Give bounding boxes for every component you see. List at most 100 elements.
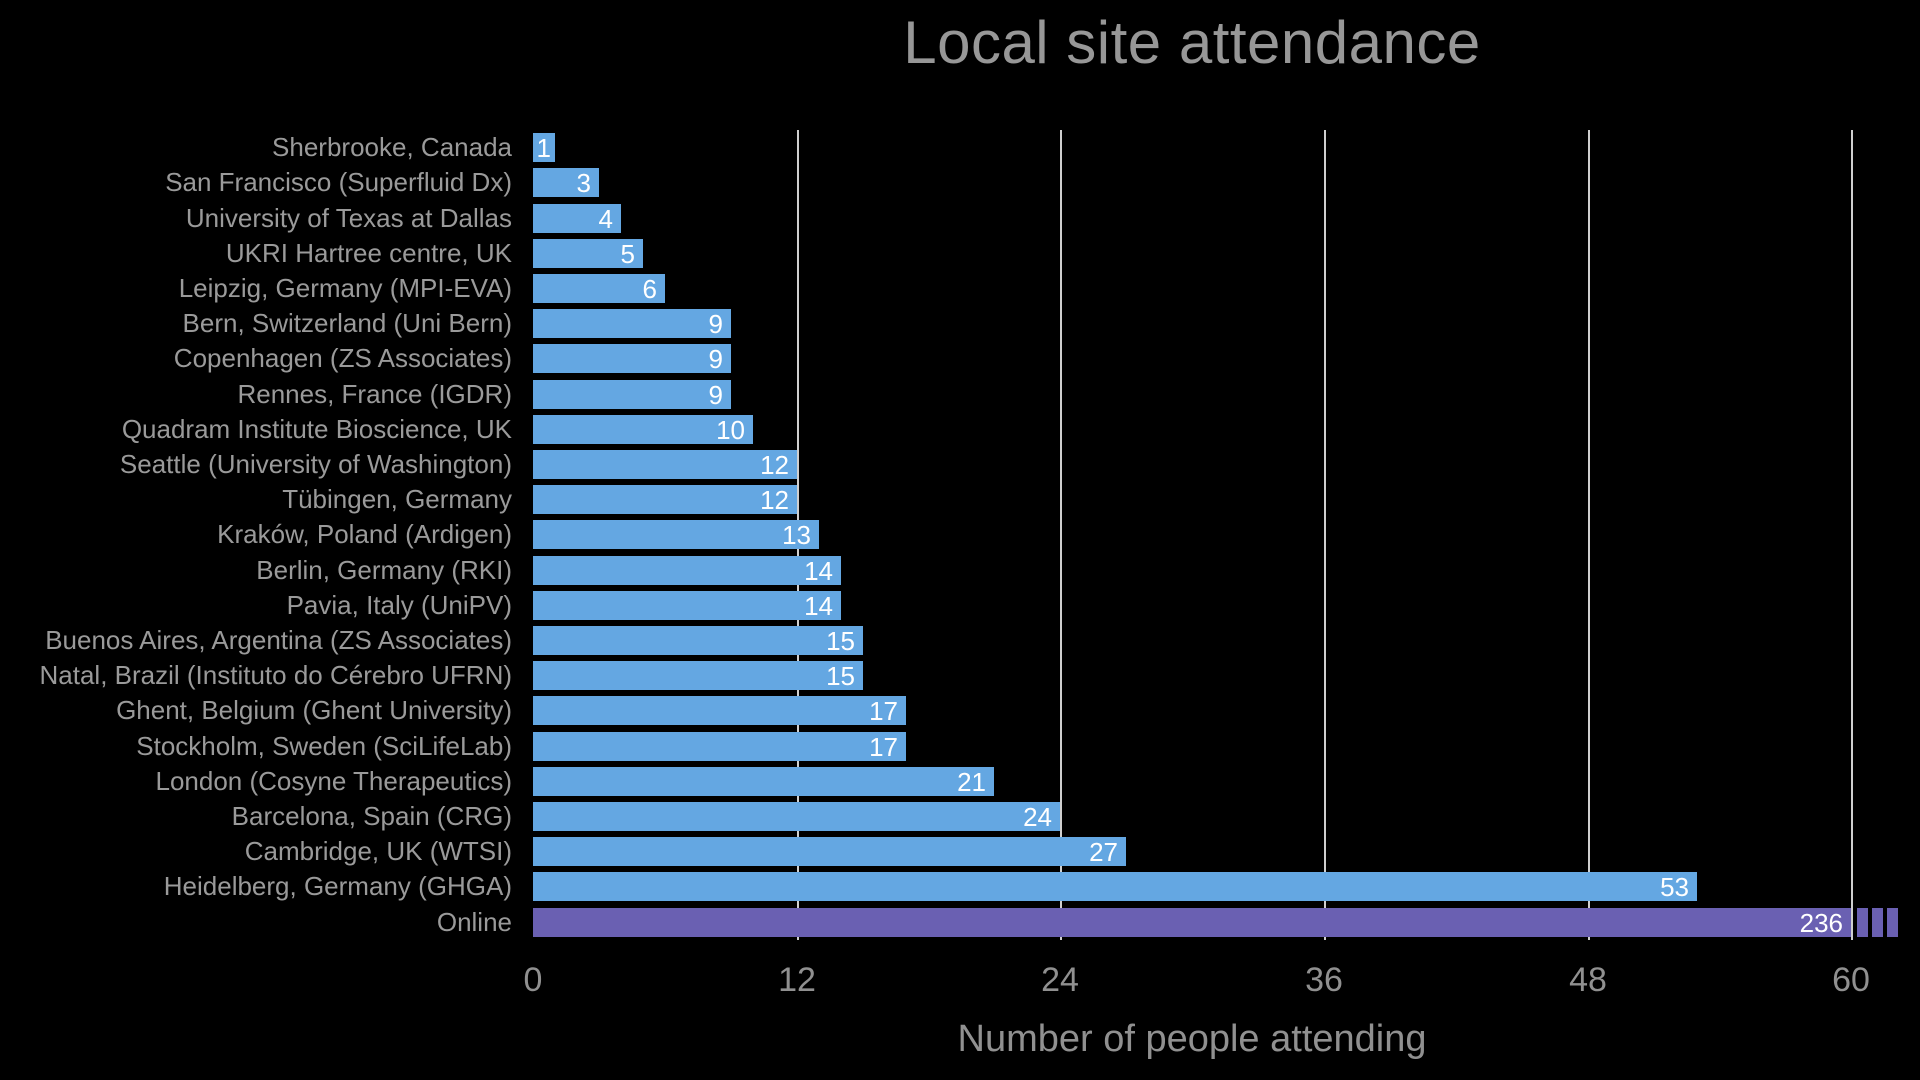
- bar-12: 14: [533, 556, 841, 585]
- axis-break-mark: [1887, 908, 1898, 937]
- bar-value-label: 53: [1660, 871, 1689, 902]
- bar-value-label: 9: [708, 343, 723, 374]
- bar-4: 6: [533, 274, 665, 303]
- bar-row: 10: [533, 415, 1913, 444]
- bar-value-label: 236: [1799, 907, 1843, 938]
- gridline-48: [1588, 130, 1590, 940]
- y-axis-label: UKRI Hartree centre, UK: [225, 238, 512, 268]
- bar-value-label: 4: [598, 203, 613, 234]
- bar-value-label: 15: [826, 660, 855, 691]
- bar-row: 15: [533, 661, 1913, 690]
- x-tick-label-24: 24: [1041, 961, 1079, 999]
- bar-value-label: 27: [1089, 836, 1118, 867]
- bar-18: 21: [533, 767, 994, 796]
- bar-3: 5: [533, 239, 643, 268]
- y-axis-label: Leipzig, Germany (MPI-EVA): [178, 273, 512, 303]
- x-tick-label-0: 0: [523, 961, 543, 999]
- y-axis-labels: Sherbrooke, Canada San Francisco (Superfl…: [0, 130, 512, 940]
- bar-10: 12: [533, 485, 797, 514]
- bar-11: 13: [533, 520, 819, 549]
- bar-row: 9: [533, 344, 1913, 373]
- bar-row: 4: [533, 204, 1913, 233]
- bar-row: 13: [533, 520, 1913, 549]
- x-tick-label-60: 60: [1832, 961, 1870, 999]
- y-axis-label: Quadram Institute Bioscience, UK: [121, 414, 512, 444]
- bar-row: 5: [533, 239, 1913, 268]
- x-axis-ticks: 0 12 24 36 48 60: [0, 956, 1920, 1004]
- gridline-60: [1851, 130, 1853, 940]
- bar-row: 24: [533, 802, 1913, 831]
- y-axis-label: San Francisco (Superfluid Dx): [165, 167, 512, 197]
- bar-online: 236: [533, 908, 1851, 937]
- bar-value-label: 9: [708, 308, 723, 339]
- y-axis-label: Ghent, Belgium (Ghent University): [116, 695, 512, 725]
- y-axis-label: Sherbrooke, Canada: [272, 132, 512, 162]
- bar-19: 24: [533, 802, 1060, 831]
- bar-value-label: 12: [760, 449, 789, 480]
- gridline-36: [1324, 130, 1326, 940]
- bar-row: 17: [533, 696, 1913, 725]
- y-axis-label: Stockholm, Sweden (SciLifeLab): [136, 731, 512, 761]
- y-axis-label: Bern, Switzerland (Uni Bern): [182, 308, 512, 338]
- bar-value-label: 3: [576, 167, 591, 198]
- bar-value-label: 5: [620, 238, 635, 269]
- bar-15: 15: [533, 661, 863, 690]
- y-axis-label: Seattle (University of Washington): [119, 449, 512, 479]
- y-axis-label: Rennes, France (IGDR): [237, 379, 512, 409]
- bar-value-label: 12: [760, 484, 789, 515]
- y-axis-label: London (Cosyne Therapeutics): [155, 766, 512, 796]
- bar-14: 15: [533, 626, 863, 655]
- bar-7: 9: [533, 380, 731, 409]
- x-tick-label-12: 12: [778, 961, 816, 999]
- y-axis-label: Pavia, Italy (UniPV): [286, 590, 512, 620]
- y-axis-label: Cambridge, UK (WTSI): [244, 836, 512, 866]
- bar-5: 9: [533, 309, 731, 338]
- bar-value-label: 13: [782, 519, 811, 550]
- bar-value-label: 14: [804, 590, 833, 621]
- bar-value-label: 6: [642, 273, 657, 304]
- bar-row: 12: [533, 450, 1913, 479]
- axis-break-mark: [1872, 908, 1883, 937]
- bar-row: 236: [533, 908, 1913, 937]
- bar-row: 1: [533, 133, 1913, 162]
- y-axis-label: University of Texas at Dallas: [185, 203, 512, 233]
- y-axis-label: Copenhagen (ZS Associates): [173, 343, 512, 373]
- plot-area: 1 3 4 5 6 9 9 9 10 12 12 13 14 14 15 15 17 17 21 24 27 53 236: [533, 130, 1913, 940]
- bar-0: 1: [533, 133, 555, 162]
- x-tick-label-36: 36: [1305, 961, 1343, 999]
- y-axis-label: Online: [436, 907, 512, 937]
- bar-row: 17: [533, 732, 1913, 761]
- bar-row: 27: [533, 837, 1913, 866]
- x-axis-label: Number of people attending: [957, 1018, 1427, 1060]
- bar-row: 6: [533, 274, 1913, 303]
- bar-21: 53: [533, 872, 1697, 901]
- bar-value-label: 15: [826, 625, 855, 656]
- bar-value-label: 24: [1023, 801, 1052, 832]
- axis-break-mark: [1857, 908, 1868, 937]
- bar-value-label: 17: [869, 731, 898, 762]
- bar-row: 9: [533, 380, 1913, 409]
- bar-8: 10: [533, 415, 753, 444]
- bar-13: 14: [533, 591, 841, 620]
- y-axis-label: Berlin, Germany (RKI): [256, 555, 512, 585]
- x-tick-label-48: 48: [1569, 961, 1607, 999]
- chart-title: Local site attendance: [903, 9, 1481, 76]
- bar-row: 12: [533, 485, 1913, 514]
- y-axis-label: Buenos Aires, Argentina (ZS Associates): [45, 625, 512, 655]
- bar-value-label: 9: [708, 379, 723, 410]
- bar-6: 9: [533, 344, 731, 373]
- bar-value-label: 1: [536, 132, 551, 163]
- bar-16: 17: [533, 696, 906, 725]
- bar-2: 4: [533, 204, 621, 233]
- bar-17: 17: [533, 732, 906, 761]
- bar-row: 3: [533, 168, 1913, 197]
- bar-value-label: 21: [957, 766, 986, 797]
- bar-value-label: 17: [869, 695, 898, 726]
- bar-1: 3: [533, 168, 599, 197]
- bar-20: 27: [533, 837, 1126, 866]
- bar-row: 21: [533, 767, 1913, 796]
- bar-9: 12: [533, 450, 797, 479]
- bar-row: 15: [533, 626, 1913, 655]
- bar-row: 14: [533, 556, 1913, 585]
